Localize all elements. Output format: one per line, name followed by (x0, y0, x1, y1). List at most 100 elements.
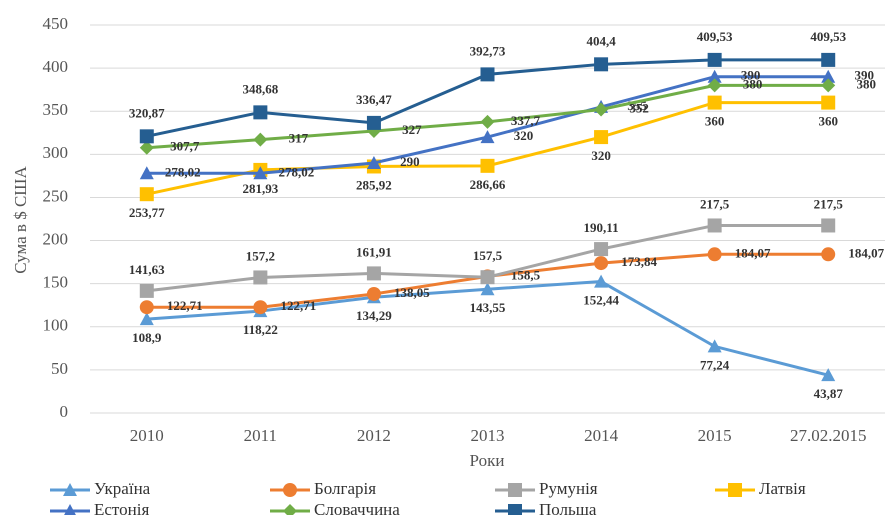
marker (821, 218, 836, 233)
marker (139, 300, 154, 315)
marker (707, 95, 722, 110)
marker (253, 132, 268, 147)
y-tick-label: 50 (51, 359, 68, 378)
marker (594, 242, 609, 257)
data-label: 404,4 (586, 33, 616, 48)
data-label: 122,71 (280, 298, 316, 313)
marker (480, 114, 495, 129)
x-tick-label: 27.02.2015 (790, 426, 867, 445)
legend-marker (283, 483, 297, 497)
marker (139, 187, 154, 202)
data-label: 285,92 (356, 177, 392, 192)
legend-label: Румунія (539, 479, 598, 498)
x-tick-label: 2014 (584, 426, 619, 445)
marker (253, 300, 268, 315)
data-label: 348,68 (242, 81, 278, 96)
marker (707, 247, 722, 262)
data-label: 360 (818, 114, 838, 129)
marker (707, 69, 722, 83)
y-tick-label: 300 (43, 143, 69, 162)
data-label: 217,5 (700, 196, 730, 211)
data-label: 278,02 (165, 164, 201, 179)
data-label: 286,66 (470, 177, 506, 192)
data-label: 320 (591, 148, 611, 163)
data-label: 253,77 (129, 205, 165, 220)
marker (594, 256, 609, 271)
marker (594, 102, 609, 117)
y-tick-label: 0 (60, 402, 69, 421)
marker (139, 140, 154, 155)
data-label: 77,24 (700, 357, 730, 372)
y-tick-label: 350 (43, 100, 69, 119)
x-tick-label: 2012 (357, 426, 391, 445)
data-label: 161,91 (356, 244, 392, 259)
data-label: 184,07 (848, 245, 884, 260)
data-label: 278,02 (278, 164, 314, 179)
y-tick-label: 200 (43, 229, 69, 248)
marker (821, 95, 836, 110)
marker (480, 67, 495, 82)
data-label: 409,53 (697, 29, 733, 44)
marker (139, 283, 154, 298)
data-label: 390 (741, 68, 761, 83)
marker (480, 270, 495, 285)
marker (707, 339, 722, 353)
y-tick-label: 150 (43, 273, 69, 292)
marker (139, 129, 154, 144)
marker (821, 247, 836, 262)
x-tick-label: 2013 (471, 426, 505, 445)
legend-label: Україна (94, 479, 151, 498)
data-label: 392,73 (470, 43, 506, 58)
data-label: 134,29 (356, 308, 392, 323)
data-label: 327 (402, 122, 422, 137)
x-tick-label: 2015 (698, 426, 732, 445)
data-label: 173,84 (621, 254, 657, 269)
data-label: 143,55 (470, 300, 506, 315)
y-tick-label: 450 (43, 14, 69, 33)
data-label: 390 (854, 68, 874, 83)
data-label: 409,53 (810, 29, 846, 44)
data-label: 317 (289, 131, 309, 146)
marker (480, 158, 495, 173)
data-label: 380 (743, 76, 763, 91)
marker (821, 78, 836, 93)
legend-marker (283, 504, 297, 515)
data-label: 290 (400, 154, 420, 169)
data-label: 152,44 (583, 293, 619, 308)
x-tick-label: 2010 (130, 426, 164, 445)
legend-marker (508, 483, 522, 497)
marker (253, 270, 268, 285)
marker (366, 155, 381, 169)
marker (366, 266, 381, 281)
data-label: 138,05 (394, 285, 430, 300)
data-label: 118,22 (243, 322, 278, 337)
data-label: 352 (629, 100, 649, 115)
legend-label: Латвія (759, 479, 806, 498)
data-label: 108,9 (132, 330, 162, 345)
data-label: 141,63 (129, 262, 165, 277)
y-tick-label: 100 (43, 316, 69, 335)
marker (707, 78, 722, 93)
y-tick-label: 250 (43, 186, 69, 205)
marker (253, 166, 268, 180)
data-label: 360 (705, 114, 725, 129)
data-label: 157,5 (473, 248, 503, 263)
marker (821, 69, 836, 83)
marker (821, 52, 836, 67)
legend-marker (64, 504, 76, 515)
marker (594, 57, 609, 72)
legend-marker (63, 483, 77, 496)
data-label: 190,11 (584, 220, 619, 235)
x-tick-label: 2011 (244, 426, 277, 445)
data-label: 122,71 (167, 298, 203, 313)
data-label: 217,5 (814, 196, 844, 211)
data-label: 337,7 (511, 113, 541, 128)
legend-label: Словаччина (314, 500, 400, 515)
legend-label: Болгарія (314, 479, 376, 498)
marker (366, 286, 381, 301)
marker (707, 218, 722, 233)
marker (480, 282, 495, 296)
data-label: 380 (856, 76, 876, 91)
data-label: 320 (514, 128, 534, 143)
